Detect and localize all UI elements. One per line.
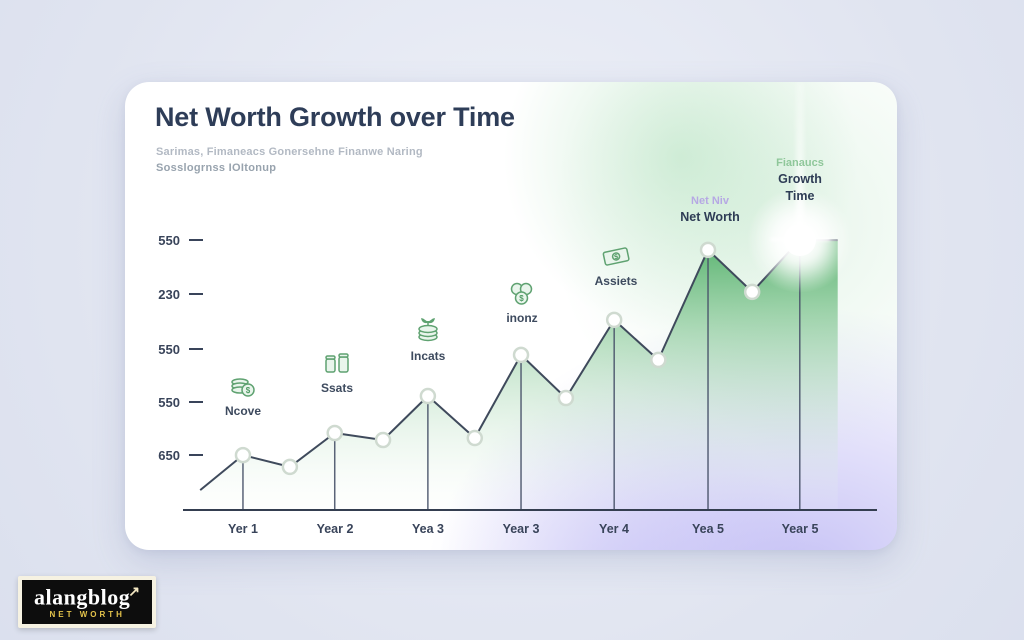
- y-axis-tick: 230: [125, 286, 203, 302]
- chart-svg: [183, 239, 877, 511]
- data-point-marker: [743, 283, 761, 301]
- y-axis-tick-label: 550: [158, 394, 180, 410]
- chart-subtitle-line2: Sosslogrnss IOItonup: [156, 162, 277, 174]
- coin-stack-sprout-icon: [418, 318, 438, 342]
- y-axis-tick-label: 550: [158, 341, 180, 357]
- data-point-marker: [605, 311, 623, 329]
- light-beam: [796, 82, 804, 250]
- y-axis-tick-label: 230: [158, 286, 180, 302]
- icon-label: Incats: [410, 349, 446, 363]
- y-axis-tick-mark: [189, 239, 203, 241]
- brand-logo-name: alangblog↗: [34, 584, 141, 610]
- x-axis-tick-label: Year 2: [316, 522, 354, 536]
- icon-label: inonz: [506, 311, 538, 325]
- x-axis-tick-label: Yer 1: [228, 522, 258, 536]
- peak-icon-1: $ Ncove: [201, 370, 285, 418]
- svg-text:$: $: [614, 254, 619, 262]
- svg-text:$: $: [246, 386, 251, 395]
- data-point-marker: [650, 351, 667, 369]
- y-axis-tick-mark: [189, 454, 203, 456]
- x-axis-tick-label: Yer 4: [599, 522, 629, 536]
- annotation-line: Time: [785, 188, 815, 203]
- annotation-line: Net Worth: [680, 209, 740, 224]
- peak-icon-5: $ Assiets: [574, 240, 658, 288]
- data-point-marker: [326, 424, 343, 442]
- icon-label: Assiets: [594, 274, 638, 288]
- y-axis-tick-mark: [189, 293, 203, 295]
- brand-logo-frame: alangblog↗ net worth: [18, 576, 157, 629]
- x-axis-tick-label: Yea 5: [692, 522, 724, 536]
- x-axis-tick-label: Year 3: [502, 522, 540, 536]
- glow-core: [784, 224, 816, 256]
- x-axis-tick-label: Yea 3: [412, 522, 444, 536]
- annotation-growth-time: Fianaucs Growth Time: [755, 156, 845, 205]
- arrow-icon: ↗: [128, 585, 141, 600]
- y-axis-tick: 550: [125, 394, 203, 410]
- icon-label: Ncove: [224, 404, 262, 418]
- y-axis-tick-label: 650: [158, 447, 180, 463]
- chart-markers: [234, 241, 761, 476]
- annotation-line: Net Niv: [691, 195, 729, 207]
- annotation-line: Growth: [778, 171, 822, 186]
- y-axis-tick-mark: [189, 348, 203, 350]
- data-point-marker: [512, 346, 530, 364]
- data-point-marker: [234, 446, 252, 464]
- data-point-marker: [419, 387, 437, 405]
- chart-title: Net Worth Growth over Time: [155, 102, 515, 132]
- annotation-net-worth: Net Niv Net Worth: [665, 194, 755, 226]
- annotation-line: Fianaucs: [776, 157, 824, 169]
- coins-group-icon: $: [510, 282, 533, 305]
- data-point-marker: [699, 241, 717, 259]
- y-axis-tick-mark: [189, 401, 203, 403]
- x-axis-tick-label: Year 5: [781, 522, 819, 536]
- banknote-icon: $: [602, 247, 630, 266]
- savings-jars-icon: [325, 353, 349, 373]
- y-axis-tick: 550: [125, 232, 203, 248]
- svg-text:$: $: [519, 294, 524, 303]
- brand-logo-tagline: net worth: [49, 610, 125, 620]
- peak-icon-3: Incats: [386, 315, 470, 363]
- coins-icon: $: [231, 378, 255, 397]
- chart-subtitle-line1: Sarimas, Fimaneacs Gonersehne Finanwe Na…: [156, 146, 423, 158]
- chart-area: [200, 240, 838, 510]
- peak-icon-4: $ inonz: [480, 277, 564, 325]
- data-point-marker: [374, 431, 392, 449]
- data-point-marker: [557, 389, 575, 407]
- data-point-marker: [281, 458, 299, 476]
- peak-icon-2: Ssats: [295, 347, 379, 395]
- brand-logo: alangblog↗ net worth: [18, 576, 157, 629]
- y-axis-tick-label: 550: [158, 232, 180, 248]
- chart-card: Net Worth Growth over Time Sarimas, Fima…: [125, 82, 897, 550]
- y-axis-tick: 650: [125, 447, 203, 463]
- brand-logo-badge: alangblog↗ net worth: [22, 580, 153, 625]
- data-point-marker: [466, 429, 484, 447]
- y-axis-tick: 550: [125, 341, 203, 357]
- icon-label: Ssats: [320, 381, 354, 395]
